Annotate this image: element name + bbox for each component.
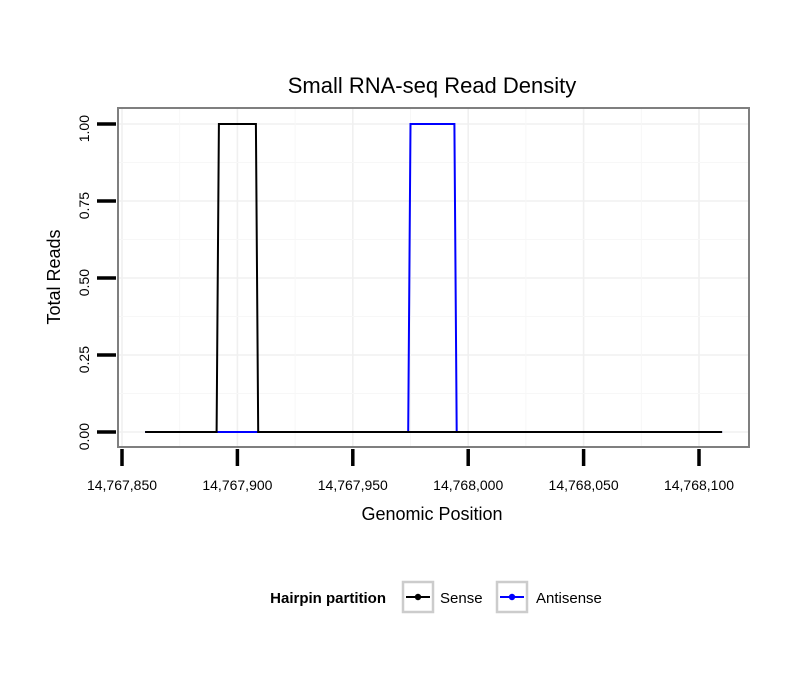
x-tick-label-5: 14,768,100 (664, 477, 734, 493)
series-layer (145, 123, 723, 433)
y-axis: 0.00 0.25 0.50 0.75 1.00 (76, 115, 116, 450)
grid (118, 108, 749, 447)
legend: Hairpin partition Sense Antisense (270, 580, 602, 614)
x-tick-label-4: 14,768,050 (549, 477, 619, 493)
y-axis-title: Total Reads (44, 229, 64, 324)
x-axis: 14,767,850 14,767,900 14,767,950 14,768,000… (87, 449, 734, 493)
y-tick-label-2: 0.50 (76, 269, 92, 296)
x-axis-title: Genomic Position (361, 504, 502, 524)
series-line-sense (145, 123, 723, 433)
y-tick-label-0: 0.00 (76, 423, 92, 450)
legend-label-sense: Sense (440, 590, 483, 607)
y-tick-label-1: 0.25 (76, 346, 92, 373)
y-tick-label-4: 1.00 (76, 115, 92, 142)
y-tick-label-3: 0.75 (76, 192, 92, 219)
x-tick-label-0: 14,767,850 (87, 477, 157, 493)
legend-item-sense: Sense (401, 580, 483, 614)
x-tick-label-3: 14,768,000 (433, 477, 503, 493)
chart-title: Small RNA-seq Read Density (288, 73, 577, 98)
legend-item-antisense: Antisense (495, 580, 602, 614)
plot-frame (117, 107, 750, 448)
legend-swatch-point-antisense (508, 593, 516, 601)
x-tick-label-1: 14,767,900 (202, 477, 272, 493)
legend-swatch-point-sense (414, 593, 422, 601)
legend-label-antisense: Antisense (536, 590, 602, 607)
x-tick-label-2: 14,767,950 (318, 477, 388, 493)
legend-title: Hairpin partition (270, 590, 386, 607)
